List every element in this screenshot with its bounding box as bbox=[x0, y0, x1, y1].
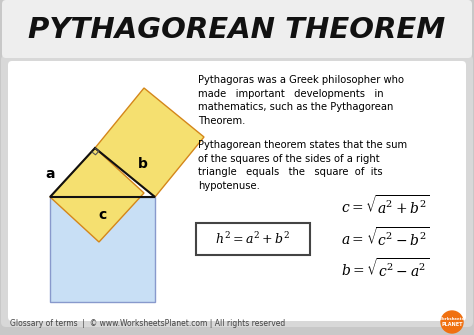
Text: Pythagoras was a Greek philosopher who
made   important   developments   in
math: Pythagoras was a Greek philosopher who m… bbox=[198, 75, 404, 126]
Text: c: c bbox=[99, 208, 107, 222]
Text: Worksheets: Worksheets bbox=[439, 317, 465, 321]
FancyBboxPatch shape bbox=[196, 223, 310, 255]
Polygon shape bbox=[95, 88, 204, 197]
Text: Pythagorean theorem states that the sum
of the squares of the sides of a right
t: Pythagorean theorem states that the sum … bbox=[198, 140, 407, 191]
Text: PYTHAGOREAN THEOREM: PYTHAGOREAN THEOREM bbox=[28, 16, 446, 44]
Text: b: b bbox=[138, 157, 148, 172]
Polygon shape bbox=[50, 197, 155, 302]
Text: $h^2 = a^2 + b^2$: $h^2 = a^2 + b^2$ bbox=[216, 231, 291, 247]
Text: a: a bbox=[46, 168, 55, 182]
Text: $a = \sqrt{c^2 - b^2}$: $a = \sqrt{c^2 - b^2}$ bbox=[341, 226, 429, 248]
Text: $b = \sqrt{c^2 - a^2}$: $b = \sqrt{c^2 - a^2}$ bbox=[341, 257, 429, 279]
FancyBboxPatch shape bbox=[1, 55, 473, 327]
FancyBboxPatch shape bbox=[8, 61, 466, 321]
Text: Glossary of terms  |  © www.WorksheetsPlanet.com | All rights reserved: Glossary of terms | © www.WorksheetsPlan… bbox=[10, 319, 285, 328]
Circle shape bbox=[441, 311, 463, 333]
Text: $c = \sqrt{a^2 + b^2}$: $c = \sqrt{a^2 + b^2}$ bbox=[341, 194, 429, 216]
Polygon shape bbox=[50, 148, 144, 242]
FancyBboxPatch shape bbox=[2, 0, 472, 58]
Text: PLANET: PLANET bbox=[441, 323, 463, 328]
